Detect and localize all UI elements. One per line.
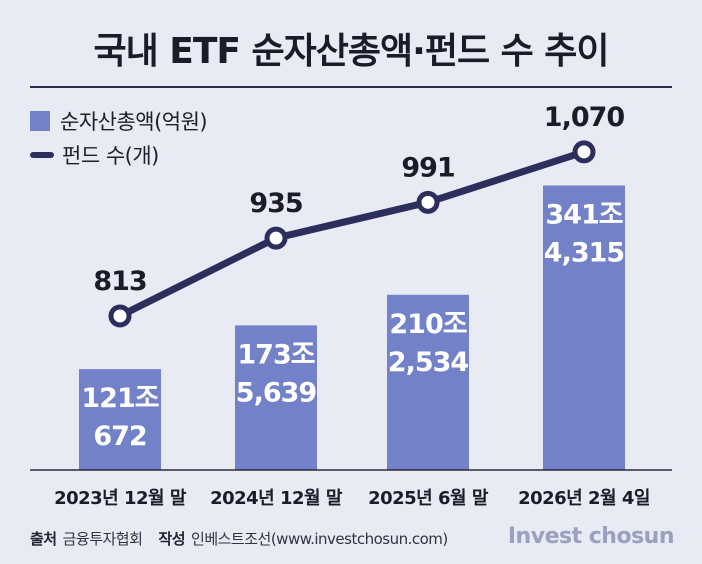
bar-label-top-1: 121조 (81, 383, 158, 414)
x-tick-label-1: 2023년 12월 말 (54, 488, 187, 509)
source-note: 출처 금융투자협회 작성 인베스트조선(www.investchosun.com) (30, 528, 448, 549)
author-label: 작성 (158, 530, 186, 548)
bar-1 (79, 369, 161, 470)
bar-2 (235, 325, 317, 470)
legend-item-bar: 순자산총액(억원) (30, 104, 208, 138)
bar-3 (387, 294, 469, 470)
brand-logo: Invest chosun (507, 524, 675, 549)
bar-label-top-3: 210조 (389, 309, 466, 340)
line-label-2: 935 (249, 188, 302, 219)
line-label-3: 991 (401, 152, 454, 183)
line-point-3 (416, 190, 440, 214)
x-tick-label-2: 2024년 12월 말 (210, 488, 343, 509)
line-point-4 (572, 140, 596, 164)
legend-bar-swatch (30, 111, 50, 131)
bar-label-bottom-2: 5,639 (236, 377, 317, 408)
source-value: 금융투자협회 (62, 530, 143, 548)
legend-line-label: 펀드 수(개) (62, 144, 159, 168)
source-label: 출처 (30, 530, 57, 548)
line-label-4: 1,070 (544, 102, 625, 133)
x-tick-label-4: 2026년 2월 4일 (518, 488, 650, 509)
author-value: 인베스트조선(www.investchosun.com) (191, 530, 448, 548)
line-point-2 (264, 226, 288, 250)
bar-label-bottom-1: 672 (93, 421, 146, 452)
x-tick-label-3: 2025년 6월 말 (368, 488, 489, 509)
legend: 순자산총액(억원) 펀드 수(개) (30, 104, 208, 172)
line-point-1 (108, 304, 132, 328)
bar-label-bottom-3: 2,534 (388, 347, 469, 378)
legend-item-line: 펀드 수(개) (30, 138, 207, 172)
bar-label-top-2: 173조 (237, 339, 314, 370)
legend-bar-label: 순자산총액(억원) (60, 110, 208, 134)
chart-title: 국내 ETF 순자산총액·펀드 수 추이 (93, 31, 610, 72)
legend-line-swatch (30, 152, 54, 158)
bar-label-top-4: 341조 (545, 199, 622, 230)
fund-count-line (116, 148, 588, 320)
bar-4 (543, 185, 625, 470)
bar-label-bottom-4: 4,315 (544, 237, 624, 268)
title-divider (30, 86, 672, 88)
line-label-1: 813 (93, 266, 146, 297)
